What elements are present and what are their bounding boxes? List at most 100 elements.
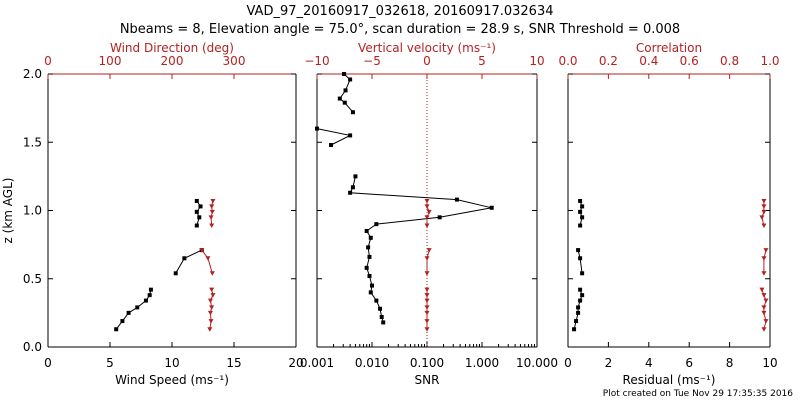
- data-point: [348, 133, 353, 138]
- data-point: [173, 271, 178, 276]
- y-tick-label: 2.0: [23, 67, 42, 81]
- data-point: [424, 293, 430, 298]
- data-point: [424, 287, 430, 293]
- x-tick-label-bottom: 8: [726, 356, 734, 370]
- data-point: [366, 245, 371, 250]
- series-line: [201, 249, 213, 274]
- data-point: [337, 96, 342, 101]
- data-point: [368, 235, 373, 240]
- x-tick-label-top: 0.0: [558, 54, 577, 68]
- data-point: [580, 293, 585, 298]
- x-tick-label-bottom: 10: [762, 356, 777, 370]
- data-point: [348, 190, 353, 195]
- x-tick-label-bottom: 0: [564, 356, 572, 370]
- data-point: [194, 223, 199, 228]
- data-point: [197, 215, 202, 220]
- data-point: [114, 327, 119, 332]
- data-point: [209, 287, 215, 293]
- data-point: [761, 256, 767, 261]
- x-tick-label-top: 0: [423, 54, 431, 68]
- data-point: [761, 310, 767, 316]
- data-point: [761, 305, 767, 310]
- data-point: [424, 298, 430, 304]
- series-right-black: [572, 198, 585, 332]
- data-point: [578, 298, 583, 303]
- data-point: [342, 100, 347, 105]
- x-tick-label-bottom: 0.100: [410, 356, 444, 370]
- data-point: [580, 204, 585, 209]
- data-point: [424, 319, 430, 324]
- data-point: [315, 126, 319, 131]
- data-point: [424, 271, 430, 276]
- data-point: [353, 174, 358, 179]
- data-point: [367, 254, 372, 259]
- data-point: [364, 265, 369, 270]
- data-point: [209, 271, 215, 276]
- y-axis-title: z (km AGL): [1, 178, 15, 244]
- data-point: [437, 215, 442, 220]
- x-tick-label-bottom: 20: [288, 356, 303, 370]
- data-point: [379, 314, 384, 319]
- data-point: [580, 271, 585, 276]
- x-axis-title-bottom: Wind Speed (ms⁻¹): [115, 373, 229, 387]
- data-point: [367, 274, 372, 279]
- series-line: [175, 249, 203, 274]
- data-point: [424, 215, 430, 220]
- data-point: [761, 204, 767, 209]
- data-point: [148, 287, 153, 292]
- data-point: [194, 198, 199, 203]
- data-point: [348, 77, 353, 82]
- data-point: [424, 223, 430, 229]
- data-point: [120, 319, 125, 324]
- data-point: [209, 223, 215, 229]
- x-tick-label-top: 1.0: [760, 54, 779, 68]
- panel-right: 0 2 4 6 8 10 0.0 0.2 0.4 0.6 0.8 1.0 Residual (ms⁻¹)…: [558, 41, 779, 387]
- data-point: [207, 310, 213, 316]
- x-tick-label-bottom: 15: [226, 356, 241, 370]
- data-point: [759, 215, 765, 220]
- x-tick-label-bottom: 2: [605, 356, 613, 370]
- data-point: [761, 327, 767, 332]
- x-tick-label-bottom: 10: [164, 356, 179, 370]
- y-tick-label: 0.5: [23, 272, 42, 286]
- data-point: [572, 327, 577, 332]
- data-point: [763, 298, 769, 304]
- plot-footer: Plot created on Tue Nov 29 17:35:35 2016: [603, 389, 793, 399]
- series-left-red: [199, 198, 216, 332]
- x-tick-label-bottom: 6: [685, 356, 693, 370]
- data-point: [182, 256, 187, 261]
- data-point: [342, 72, 347, 76]
- data-point: [370, 283, 374, 288]
- data-point: [424, 204, 430, 209]
- data-point: [210, 198, 216, 204]
- series-left-black: [114, 198, 204, 332]
- x-axis-title-top: Vertical velocity (ms⁻¹): [358, 41, 496, 55]
- data-point: [761, 198, 767, 204]
- x-tick-label-top: 100: [99, 54, 122, 68]
- y-tick-label: 1.5: [23, 135, 42, 149]
- x-tick-label-top: 10: [529, 54, 544, 68]
- data-point: [350, 185, 355, 190]
- data-point: [578, 223, 583, 228]
- data-point: [578, 198, 583, 203]
- y-tick-label: 1.0: [23, 204, 42, 218]
- x-tick-label-top: 0.4: [639, 54, 658, 68]
- data-point: [368, 290, 373, 295]
- data-point: [424, 256, 430, 261]
- data-point: [576, 248, 581, 253]
- data-point: [207, 298, 213, 304]
- data-point: [576, 305, 581, 310]
- data-point: [343, 88, 348, 93]
- data-point: [761, 271, 767, 276]
- data-point: [199, 248, 205, 253]
- x-tick-label-top: 0.8: [720, 54, 739, 68]
- data-point: [374, 298, 379, 303]
- series-line: [426, 249, 430, 274]
- data-point: [147, 293, 152, 298]
- data-point: [198, 204, 203, 209]
- data-point: [576, 310, 581, 315]
- x-tick-label-bottom: 0.001: [300, 356, 334, 370]
- data-point: [426, 209, 432, 215]
